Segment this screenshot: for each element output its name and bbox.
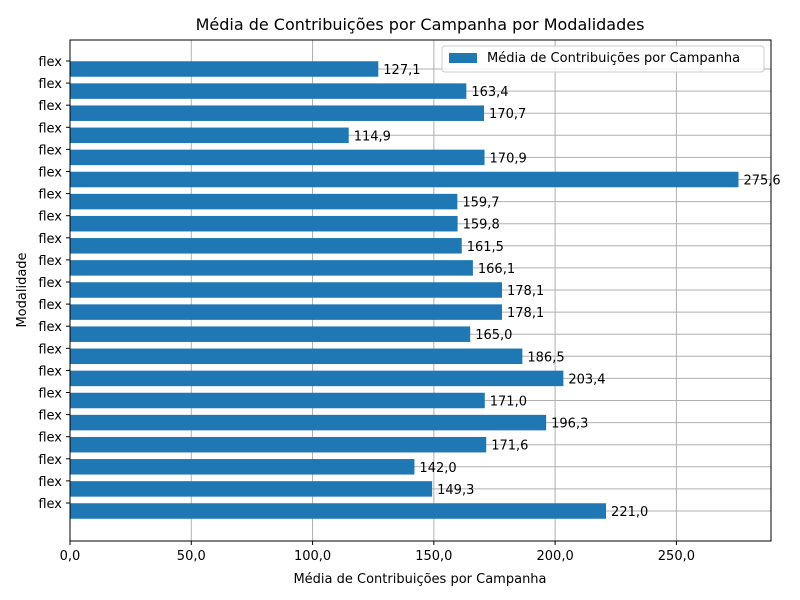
- plot-frame: [69, 39, 772, 542]
- bar-value-label: 170,9: [490, 151, 527, 166]
- y-tick-label: flex: [38, 387, 62, 402]
- bar-value-label: 178,1: [507, 306, 544, 321]
- y-tick-label: flex: [38, 121, 62, 136]
- bar: [70, 127, 349, 144]
- y-tick-label: flex: [38, 298, 62, 313]
- y-tick-label: flex: [38, 453, 62, 468]
- chart-title: Média de Contribuições por Campanha por …: [196, 15, 645, 34]
- y-tick-label: flex: [38, 475, 62, 490]
- y-tick-label: flex: [38, 342, 62, 357]
- bar: [70, 61, 379, 77]
- y-tick-label: flex: [38, 55, 62, 70]
- y-tick-label: flex: [38, 143, 62, 158]
- bar: [70, 282, 503, 298]
- bar-value-label: 275,6: [743, 174, 780, 189]
- bar: [70, 414, 547, 431]
- bar: [70, 149, 485, 166]
- bar-value-label: 186,5: [527, 350, 564, 365]
- bar: [70, 326, 471, 342]
- x-tick-label: 50,0: [177, 549, 206, 564]
- bar-value-label: 178,1: [507, 284, 544, 299]
- legend-box: [441, 45, 765, 73]
- bar-value-label: 170,7: [489, 107, 526, 122]
- bar-value-label: 163,4: [471, 85, 508, 100]
- x-tick-label: 0,0: [60, 549, 81, 564]
- y-axis-label: Modalidade: [15, 252, 30, 327]
- x-tick-label: 100,0: [294, 549, 331, 564]
- bar: [70, 304, 503, 320]
- y-tick-label: flex: [38, 232, 62, 247]
- x-tick-label: 250,0: [658, 549, 695, 564]
- bar-value-label: 114,9: [354, 129, 391, 144]
- bar: [70, 238, 462, 254]
- x-tick-labels: 0,0 50,0 100,0 150,0 200,0 250,0: [60, 541, 695, 564]
- bar-value-label: 127,1: [383, 63, 420, 78]
- y-tick-label: flex: [38, 320, 62, 335]
- bar: [70, 370, 564, 387]
- bar: [70, 481, 433, 497]
- bar: [70, 459, 415, 475]
- legend-swatch: [449, 53, 477, 63]
- bar-value-label: 221,0: [611, 505, 648, 520]
- x-tick-label: 200,0: [537, 549, 574, 564]
- bar-value-label: 165,0: [475, 328, 512, 343]
- bar-value-label: 159,8: [463, 218, 500, 233]
- bar: [70, 171, 739, 188]
- y-tick-label: flex: [38, 364, 62, 379]
- legend: Média de Contribuições por Campanha: [441, 45, 765, 73]
- x-axis-label: Média de Contribuições por Campanha: [293, 572, 546, 587]
- bar-value-label: 161,5: [467, 240, 504, 255]
- bar: [70, 348, 523, 365]
- y-tick-label: flex: [38, 99, 62, 114]
- bars: [70, 61, 739, 519]
- bar-value-label: 203,4: [568, 372, 605, 387]
- y-tick-label: flex: [38, 431, 62, 446]
- bar-value-label: 166,1: [478, 262, 515, 277]
- y-tick-label: flex: [38, 210, 62, 225]
- bar: [70, 436, 487, 453]
- bar-value-labels: 221,0 149,3 142,0 171,6 196,3 171,0 203,4 186,5…: [354, 63, 781, 520]
- y-tick-label: flex: [38, 166, 62, 181]
- y-tick-label: flex: [38, 77, 62, 92]
- bar: [70, 193, 458, 210]
- bar-value-label: 171,6: [491, 439, 528, 454]
- bar: [70, 503, 607, 519]
- bar: [70, 215, 458, 232]
- bar-value-label: 159,7: [462, 196, 499, 211]
- y-tick-labels: flex flex flex flex flex flex flex flex flex flex…: [38, 55, 70, 512]
- bar-value-label: 149,3: [437, 483, 474, 498]
- bar-value-label: 171,0: [490, 395, 527, 410]
- bar: [70, 105, 485, 121]
- y-tick-label: flex: [38, 188, 62, 203]
- bar: [70, 392, 485, 409]
- bar: [70, 260, 473, 276]
- y-tick-label: flex: [38, 497, 62, 512]
- y-tick-label: flex: [38, 409, 62, 424]
- bar-value-label: 196,3: [551, 417, 588, 432]
- y-tick-label: flex: [38, 254, 62, 269]
- bar: [70, 83, 467, 99]
- bar-value-label: 142,0: [419, 461, 456, 476]
- x-tick-label: 150,0: [415, 549, 452, 564]
- y-tick-label: flex: [38, 276, 62, 291]
- legend-label: Média de Contribuições por Campanha: [487, 51, 740, 66]
